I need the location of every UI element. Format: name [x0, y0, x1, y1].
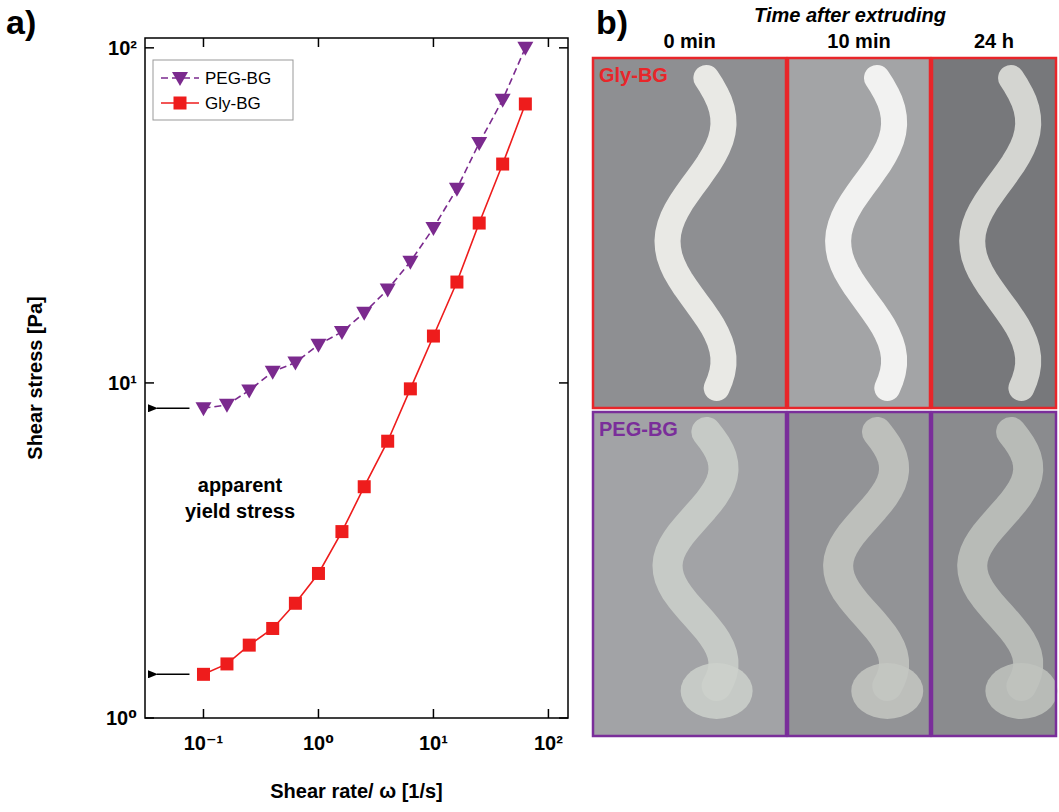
x-tick-label: 10¹	[419, 732, 448, 754]
data-point	[404, 382, 417, 395]
x-tick-label: 10⁻¹	[184, 732, 224, 754]
series-line	[203, 48, 525, 408]
photo-frame	[788, 412, 930, 736]
series-line	[203, 104, 525, 674]
extruded-blob	[985, 663, 1057, 719]
photo-column-head: 10 min	[827, 30, 890, 52]
data-point	[310, 339, 326, 353]
yield-arrow	[157, 674, 189, 676]
x-tick	[203, 38, 205, 47]
extruded-strand	[668, 432, 724, 686]
x-tick	[548, 709, 550, 718]
photo-row-label: PEG-BG	[599, 418, 678, 440]
data-point	[471, 137, 487, 151]
x-tick	[318, 709, 320, 718]
data-point	[427, 330, 440, 343]
data-point	[425, 222, 441, 236]
data-point	[266, 622, 279, 635]
panel-label: b)	[596, 3, 628, 41]
extruded-strand	[838, 432, 894, 686]
data-group	[195, 42, 533, 681]
data-point	[197, 668, 210, 681]
data-point	[356, 307, 372, 321]
photo-frame	[593, 412, 786, 736]
legend-marker	[174, 97, 187, 110]
photo-background	[593, 58, 786, 408]
data-point	[402, 256, 418, 270]
data-point	[449, 183, 465, 197]
photo-frame	[932, 58, 1056, 408]
photo-column-head: 24 h	[974, 30, 1014, 52]
x-tick-label: 10⁰	[303, 732, 334, 754]
photo-frame	[788, 58, 930, 408]
y-tick-label: 10¹	[108, 372, 137, 394]
data-point	[473, 217, 486, 230]
data-point	[358, 480, 371, 493]
data-point	[243, 639, 256, 652]
x-tick-label: 10²	[534, 732, 563, 754]
data-point	[380, 284, 396, 298]
y-tick	[559, 382, 568, 384]
extruded-strand	[838, 78, 894, 388]
photo-column-head: 0 min	[663, 30, 715, 52]
x-tick	[548, 38, 550, 47]
y-tick-label: 10⁰	[106, 707, 137, 729]
y-tick	[559, 717, 568, 719]
data-point	[517, 42, 533, 56]
data-point	[335, 525, 348, 538]
extruded-strand	[972, 432, 1028, 686]
x-tick	[203, 709, 205, 718]
extruded-blob	[851, 663, 923, 719]
photo-background	[593, 412, 786, 736]
x-tick	[318, 38, 320, 47]
photo-background	[788, 412, 930, 736]
y-tick	[145, 382, 154, 384]
annotation-line: apparent	[198, 474, 283, 496]
data-point	[265, 366, 281, 380]
photo-background	[932, 58, 1056, 408]
y-tick-label: 10²	[108, 37, 137, 59]
data-point	[287, 357, 303, 371]
legend-box	[153, 60, 293, 120]
data-point	[381, 435, 394, 448]
data-point	[495, 94, 511, 108]
legend: PEG-BG Gly-BG	[153, 60, 293, 120]
x-tick	[433, 38, 435, 47]
y-tick	[145, 47, 154, 49]
data-point	[241, 384, 257, 398]
photo-background	[788, 58, 930, 408]
data-point	[450, 276, 463, 289]
extruded-strand	[668, 78, 724, 388]
panel-label: a)	[6, 3, 36, 41]
figure: a) 10⁻¹ 10⁰ 10¹ 10² 10⁰ 10¹ 10² Shear rate/ ω [1…	[0, 0, 1059, 812]
legend-label: PEG-BG	[205, 69, 271, 88]
extruded-blob	[681, 663, 753, 719]
y-tick	[559, 47, 568, 49]
x-axis-title: Shear rate/ ω [1/s]	[270, 780, 443, 802]
data-point	[289, 597, 302, 610]
y-axis-title: Shear stress [Pa]	[24, 296, 46, 459]
data-point	[195, 402, 211, 416]
plot-frame	[145, 38, 568, 718]
y-tick	[145, 717, 154, 719]
x-tick	[433, 709, 435, 718]
data-point	[519, 97, 532, 110]
data-point	[312, 567, 325, 580]
data-point	[496, 158, 509, 171]
photo-frame	[932, 412, 1056, 736]
legend-label: Gly-BG	[205, 94, 261, 113]
legend-marker	[172, 72, 188, 86]
data-point	[219, 399, 235, 413]
annotation-line: yield stress	[185, 500, 295, 522]
annotation: apparent yield stress	[185, 474, 295, 522]
data-point	[220, 657, 233, 670]
photo-row-label: Gly-BG	[599, 64, 668, 86]
yield-arrow	[157, 408, 189, 410]
photo-frame	[593, 58, 786, 408]
data-point	[334, 326, 350, 340]
extruded-strand	[972, 78, 1028, 388]
photo-heading: Time after extruding	[754, 4, 946, 26]
